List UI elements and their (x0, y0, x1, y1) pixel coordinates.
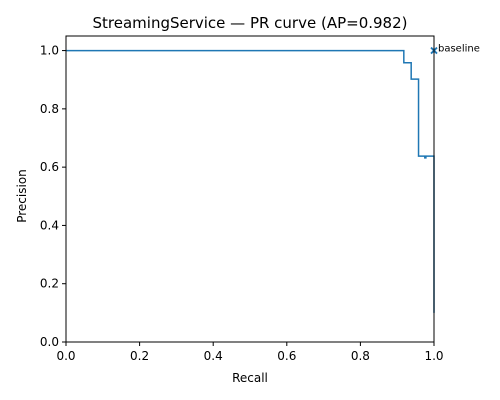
y-tick-label: 0.6 (40, 160, 59, 174)
y-tick-label: 0.4 (40, 218, 59, 232)
y-tick-label: 0.0 (40, 335, 59, 349)
x-tick-label: 0.0 (56, 349, 75, 363)
y-tick-label: 0.8 (40, 102, 59, 116)
x-axis-ticks: 0.0 0.2 0.4 0.6 0.8 1.0 (56, 342, 444, 363)
y-axis-ticks: 0.0 0.2 0.4 0.6 0.8 1.0 (40, 44, 66, 349)
y-tick-label: 0.2 (40, 277, 59, 291)
x-tick-label: 1.0 (424, 349, 443, 363)
x-tick-label: 0.8 (351, 349, 370, 363)
axes-frame (65, 35, 435, 343)
x-tick-label: 0.6 (277, 349, 296, 363)
y-tick-label: 1.0 (40, 44, 59, 58)
y-axis-label: Precision (15, 169, 29, 223)
chart-title: StreamingService — PR curve (AP=0.982) (93, 14, 408, 32)
plot-area: baseline (66, 44, 480, 313)
pr-curve-line (66, 49, 435, 313)
x-axis-label: Recall (232, 371, 268, 385)
baseline-annotation: baseline (438, 44, 480, 55)
x-tick-label: 0.2 (130, 349, 149, 363)
x-tick-label: 0.4 (204, 349, 223, 363)
